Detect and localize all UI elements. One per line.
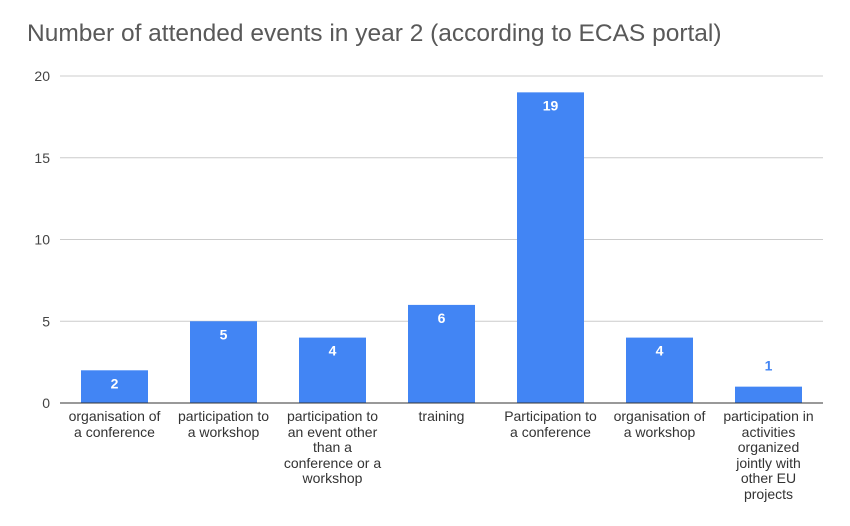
x-tick-label: participation to a workshop xyxy=(177,408,270,440)
bars xyxy=(81,92,802,403)
bar-value-label: 19 xyxy=(543,97,559,113)
y-axis-ticks: 0 5 10 15 20 xyxy=(34,68,50,411)
x-tick-label: Participation to a conference xyxy=(504,408,597,440)
bar xyxy=(81,370,148,403)
y-tick-label: 5 xyxy=(42,313,50,329)
x-tick-label: training xyxy=(418,408,465,424)
y-tick-label: 10 xyxy=(34,232,50,248)
bar xyxy=(299,337,366,403)
bar-value-label: 2 xyxy=(111,375,119,391)
bar-value-label: 1 xyxy=(765,358,773,374)
bar xyxy=(517,92,584,403)
data-labels: 2 5 4 6 19 4 1 xyxy=(111,97,773,391)
bar xyxy=(626,337,693,403)
bar xyxy=(190,321,257,403)
x-tick-label: organisation of a conference xyxy=(68,408,161,440)
chart-title: Number of attended events in year 2 (acc… xyxy=(27,20,722,47)
bar-value-label: 5 xyxy=(220,326,228,342)
x-tick-label: participation to an event other than a c… xyxy=(283,408,382,486)
x-tick-label: participation in activities organized jo… xyxy=(723,408,814,502)
y-tick-label: 15 xyxy=(34,150,50,166)
x-tick-label: organisation of a workshop xyxy=(613,408,706,440)
bar xyxy=(735,386,802,403)
gridlines xyxy=(60,75,823,322)
y-tick-label: 20 xyxy=(34,68,50,84)
bar-value-label: 4 xyxy=(329,343,337,359)
bar-value-label: 4 xyxy=(656,343,664,359)
y-tick-label: 0 xyxy=(42,395,50,411)
bar-value-label: 6 xyxy=(438,310,446,326)
bar xyxy=(408,304,475,403)
